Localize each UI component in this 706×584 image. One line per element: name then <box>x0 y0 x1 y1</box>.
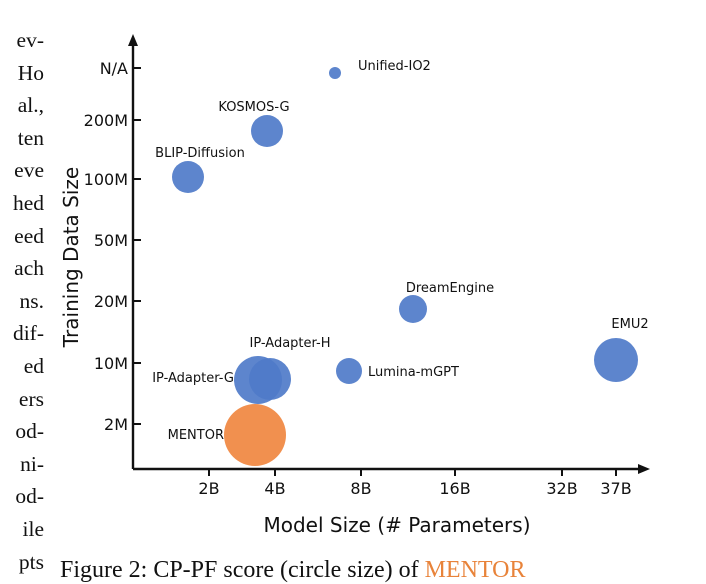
bubble-label-lumina-mgpt: Lumina-mGPT <box>368 365 459 380</box>
chart-axes <box>128 34 650 474</box>
bubble-kosmos-g <box>251 115 283 147</box>
y-tick-label: 10M <box>94 354 128 373</box>
side-line: eve <box>14 158 44 183</box>
bubble-label-ip-adapter-g: IP-Adapter-G <box>152 371 234 386</box>
side-line: pts <box>18 549 44 574</box>
side-line: ach <box>14 256 44 281</box>
side-line: od- <box>15 419 44 444</box>
y-tick-label: 2M <box>104 415 128 434</box>
adjacent-column-text: ev- Ho al., ten eve hed eed ach ns. dif-… <box>0 24 44 578</box>
caption-accent: MENTOR <box>424 557 526 583</box>
bubble-label-dreamengine: DreamEngine <box>406 281 494 296</box>
side-line: ed <box>23 353 44 378</box>
bubble-label-ip-adapter-h: IP-Adapter-H <box>249 336 330 351</box>
x-tick-label: 32B <box>546 479 577 498</box>
bubble-blip-diffusion <box>172 161 204 193</box>
y-tick-label: 50M <box>94 231 128 250</box>
caption-prefix: Figure 2: CP-PF score (circle size) of <box>60 557 425 583</box>
y-axis-arrow <box>128 34 138 46</box>
x-tick-label: 2B <box>198 479 219 498</box>
bubble-emu2 <box>594 338 638 382</box>
side-line: Ho <box>17 60 44 85</box>
bubble-unified-io2 <box>329 67 341 79</box>
bubble-lumina-mgpt <box>336 358 362 384</box>
figure-caption: Figure 2: CP-PF score (circle size) of M… <box>60 557 526 584</box>
bubble-label-mentor: MENTOR <box>168 428 224 443</box>
y-tick-label: N/A <box>100 59 128 78</box>
side-line: ile <box>22 516 45 541</box>
side-line: al., <box>17 93 44 118</box>
y-tick-label: 200M <box>84 111 128 130</box>
bubble-label-emu2: EMU2 <box>611 317 648 332</box>
bubble-ip-adapter-g <box>234 356 282 404</box>
x-tick-label: 37B <box>600 479 631 498</box>
side-line: ten <box>17 125 44 150</box>
side-line: ns. <box>19 288 45 313</box>
bubble-dreamengine <box>399 295 427 323</box>
y-axis-title: Training Data Size <box>59 167 83 348</box>
y-tick-label: 100M <box>84 170 128 189</box>
side-line: ers <box>18 386 44 411</box>
bubble-label-kosmos-g: KOSMOS-G <box>218 100 289 115</box>
x-tick-label: 16B <box>439 479 470 498</box>
side-line: ni- <box>20 451 44 476</box>
x-tick-label: 4B <box>264 479 285 498</box>
side-line: od- <box>15 484 44 509</box>
x-axis-title: Model Size (# Parameters) <box>263 513 530 537</box>
side-line: hed <box>12 190 44 215</box>
bubble-mentor <box>224 404 286 466</box>
bubble-label-blip-diffusion: BLIP-Diffusion <box>155 146 245 161</box>
side-line: eed <box>14 223 44 248</box>
bubble-label-unified-io2: Unified-IO2 <box>358 59 431 74</box>
x-axis-arrow <box>638 464 650 474</box>
y-tick-label: 20M <box>94 292 128 311</box>
side-line: dif- <box>12 321 44 346</box>
side-line: ev- <box>16 28 44 52</box>
x-tick-label: 8B <box>350 479 371 498</box>
